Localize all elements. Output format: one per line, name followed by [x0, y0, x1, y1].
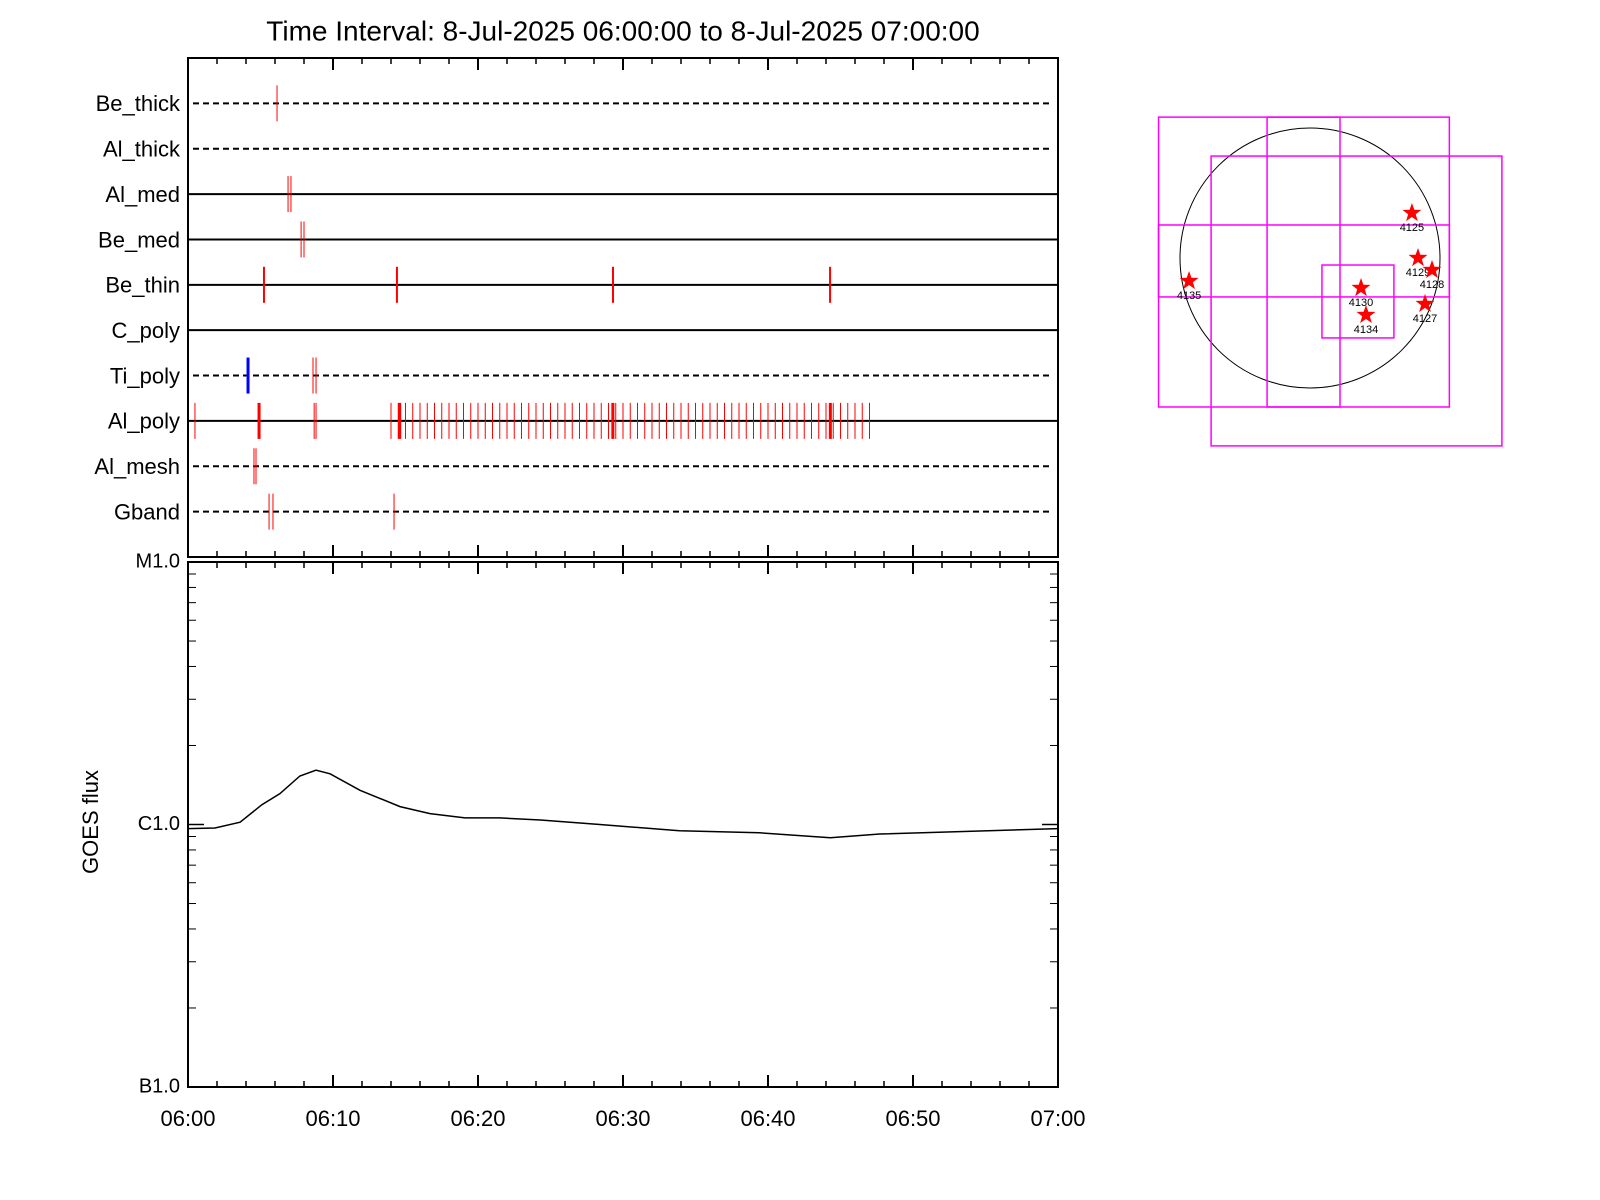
row-label: Al_poly	[108, 409, 180, 434]
x-tick-label: 06:50	[885, 1106, 940, 1131]
row-label: Be_thick	[96, 91, 181, 116]
region-label: 4134	[1354, 324, 1378, 336]
region-star	[1415, 293, 1435, 312]
region-label: 4129	[1406, 267, 1430, 279]
fov-box	[1210, 155, 1503, 447]
region-star	[1179, 271, 1199, 290]
region-star	[1422, 260, 1442, 279]
region-label: 4130	[1349, 297, 1373, 309]
x-tick-label: 06:40	[740, 1106, 795, 1131]
x-tick-label: 06:30	[595, 1106, 650, 1131]
region-star	[1351, 278, 1371, 297]
fov-box	[1266, 116, 1341, 408]
row-label: Gband	[114, 499, 180, 524]
x-tick-label: 06:20	[450, 1106, 505, 1131]
chart-title: Time Interval: 8-Jul-2025 06:00:00 to 8-…	[266, 15, 979, 46]
region-label: 4128	[1420, 279, 1444, 291]
fov-box	[1321, 264, 1395, 339]
x-tick-label: 07:00	[1030, 1106, 1085, 1131]
region-star	[1408, 248, 1428, 267]
row-label: Al_med	[105, 182, 180, 207]
row-label: Be_med	[98, 227, 180, 252]
region-label: 4135	[1177, 290, 1201, 302]
fov-box	[1157, 224, 1451, 298]
x-tick-label: 06:00	[160, 1106, 215, 1131]
y-tick-label: M1.0	[136, 550, 180, 572]
row-label: Al_mesh	[94, 454, 180, 479]
region-star	[1356, 305, 1376, 323]
y-tick-label: B1.0	[139, 1075, 180, 1097]
row-label: Ti_poly	[110, 363, 180, 388]
x-tick-label: 06:10	[305, 1106, 360, 1131]
row-label: C_poly	[112, 318, 180, 343]
row-label: Be_thin	[105, 273, 180, 298]
y-axis-label: GOES flux	[78, 770, 103, 874]
y-tick-label: C1.0	[138, 813, 180, 835]
flux-line	[187, 769, 1059, 839]
region-star	[1402, 203, 1422, 222]
solar-disk	[1179, 127, 1441, 389]
region-label: 4125	[1400, 222, 1424, 234]
region-label: 4127	[1413, 313, 1437, 325]
row-label: Al_thick	[103, 137, 181, 162]
